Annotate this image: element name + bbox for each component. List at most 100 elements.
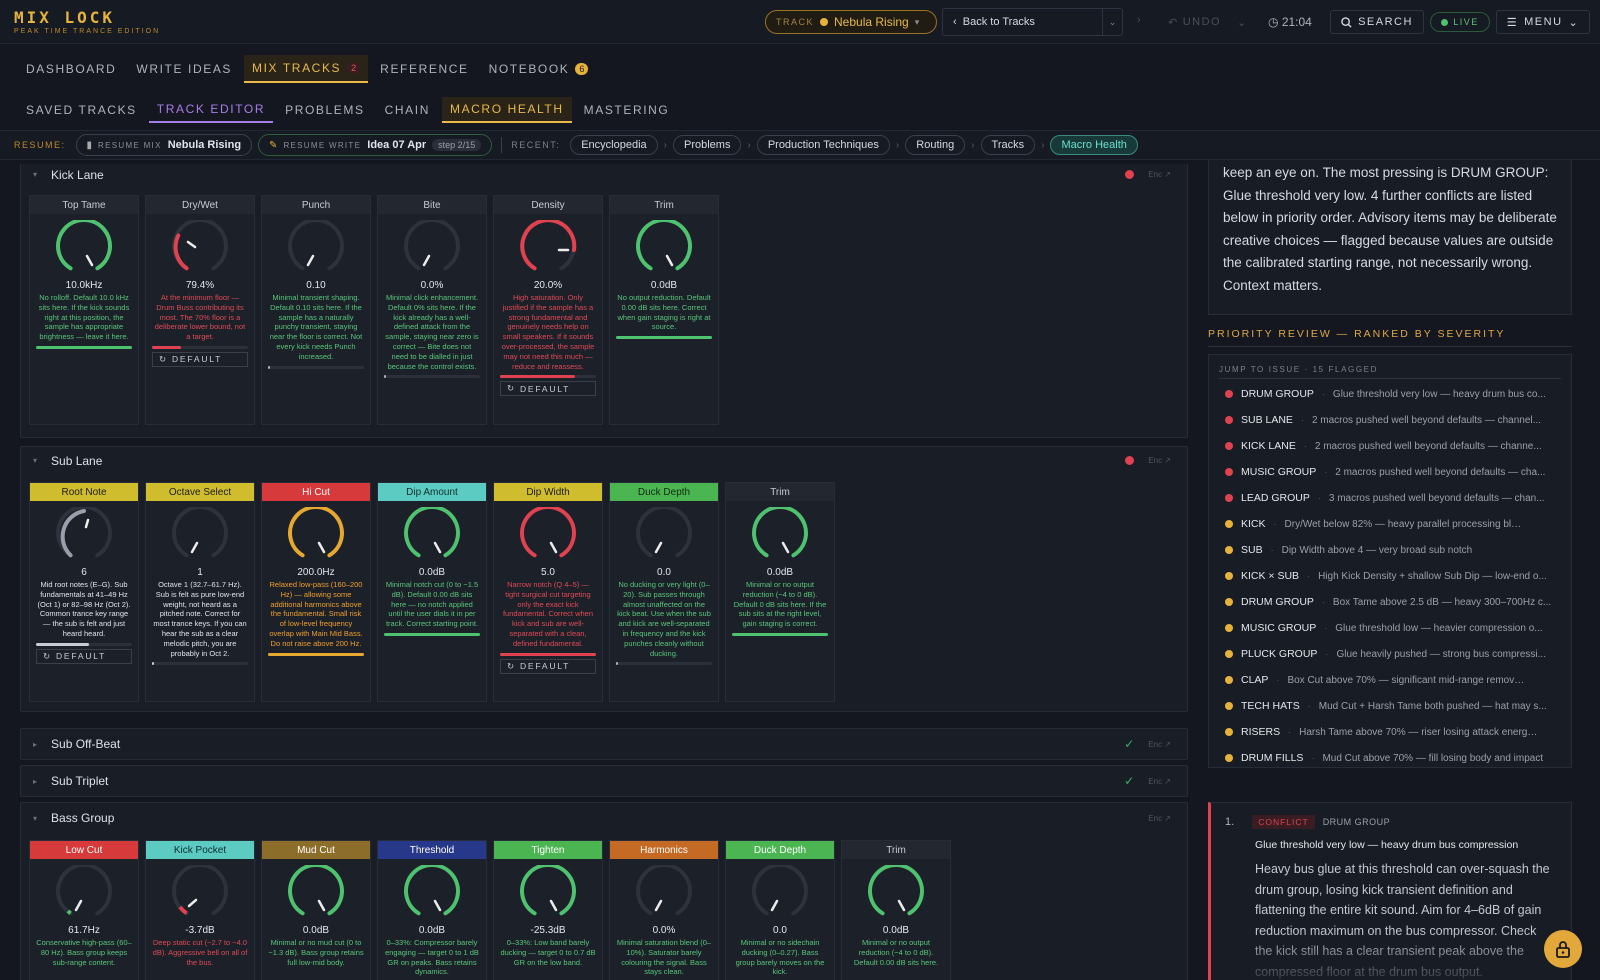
knob[interactable] — [750, 865, 810, 925]
priority-item[interactable]: TECH HATS · Mud Cut + Harsh Tame both push… — [1209, 693, 1571, 719]
tab-reference[interactable]: REFERENCE — [372, 56, 476, 82]
recent-problems[interactable]: Problems — [673, 135, 742, 155]
priority-item[interactable]: LEAD GROUP · 3 macros pushed well beyond d… — [1209, 485, 1571, 511]
tab-label: REFERENCE — [380, 62, 469, 76]
knob[interactable] — [54, 220, 114, 280]
tab-saved-tracks[interactable]: SAVED TRACKS — [26, 103, 137, 117]
menu-button[interactable]: ☰ MENU ⌄ — [1496, 10, 1590, 34]
default-button[interactable]: ↻ DEFAULT — [500, 658, 596, 674]
tab-notebook[interactable]: NOTEBOOK 6 — [481, 56, 597, 82]
priority-item[interactable]: MUSIC GROUP · 2 macros pushed well beyond … — [1209, 459, 1571, 485]
priority-item[interactable]: RISERS · Harsh Tame above 70% — riser losi… — [1209, 719, 1571, 745]
lock-button[interactable] — [1544, 930, 1582, 968]
forward-button[interactable]: › — [1137, 14, 1141, 26]
lane-header[interactable]: ▾ Bass Group Enc ↗ — [21, 803, 1187, 833]
resume-mix-button[interactable]: ▮ RESUME MIX Nebula Rising — [75, 134, 253, 156]
tab-chain[interactable]: CHAIN — [384, 103, 430, 117]
knob[interactable] — [518, 865, 578, 925]
knob[interactable] — [170, 865, 230, 925]
tab-track-editor[interactable]: TRACK EDITOR — [148, 97, 274, 123]
priority-item[interactable]: SUB LANE · 2 macros pushed well beyond def… — [1209, 407, 1571, 433]
knob[interactable] — [286, 865, 346, 925]
recent-tracks[interactable]: Tracks — [980, 135, 1036, 155]
separator: · — [1307, 571, 1311, 581]
macro-label: Punch — [262, 196, 370, 214]
knob[interactable] — [518, 507, 578, 567]
recent-production-techniques[interactable]: Production Techniques — [756, 135, 890, 155]
knob[interactable] — [286, 507, 346, 567]
priority-item[interactable]: SUB · Dip Width above 4 — very broad sub n… — [1209, 537, 1571, 563]
knob[interactable] — [750, 507, 810, 567]
track-selector[interactable]: TRACK Nebula Rising ▾ — [765, 10, 937, 34]
knob[interactable] — [54, 507, 114, 567]
recent-routing[interactable]: Routing — [905, 135, 966, 155]
summary-text: keep an eye on. The most pressing is DRU… — [1223, 165, 1557, 293]
range-bar — [384, 632, 480, 636]
knob[interactable] — [54, 865, 114, 925]
lane-header[interactable]: ▸ Sub Triplet ✓ Enc ↗ — [21, 766, 1187, 796]
recent-encyclopedia[interactable]: Encyclopedia — [570, 135, 658, 155]
undo-button[interactable]: ↶ UNDO ⌄ — [1168, 10, 1254, 34]
priority-item[interactable]: DRUM GROUP · Box Tame above 2.5 dB — heavy… — [1209, 589, 1571, 615]
severity-dot — [1225, 728, 1233, 736]
encyclopedia-link[interactable]: Enc ↗ — [1148, 170, 1171, 179]
knob[interactable] — [518, 220, 578, 280]
encyclopedia-link[interactable]: Enc ↗ — [1148, 456, 1171, 465]
encyclopedia-link[interactable]: Enc ↗ — [1148, 776, 1171, 786]
default-button[interactable]: ↻ DEFAULT — [152, 351, 248, 367]
knob[interactable] — [634, 507, 694, 567]
back-dropdown-button[interactable]: ⌄ — [1102, 9, 1122, 35]
macro-description: No output reduction. Default 0.00 dB sit… — [617, 293, 711, 332]
separator: · — [1270, 545, 1274, 555]
default-button[interactable]: ↻ DEFAULT — [500, 381, 596, 397]
tab-mastering[interactable]: MASTERING — [583, 103, 670, 117]
search-button[interactable]: SEARCH — [1330, 10, 1424, 34]
priority-item[interactable]: DRUM FILLS · Mud Cut above 70% — fill losi… — [1209, 745, 1571, 771]
macro-value: 0.0dB — [418, 925, 446, 936]
priority-item[interactable]: MUSIC GROUP · Glue threshold low — heavier… — [1209, 615, 1571, 641]
back-to-tracks-button[interactable]: ‹ Back to Tracks — [943, 16, 1102, 28]
lane-title: Bass Group — [51, 811, 115, 825]
separator: · — [1311, 753, 1315, 763]
count-badge: 6 — [575, 63, 589, 75]
priority-item[interactable]: KICK · Dry/Wet below 82% — heavy parallel … — [1209, 511, 1571, 537]
knob[interactable] — [170, 220, 230, 280]
tab-dashboard[interactable]: DASHBOARD — [18, 56, 124, 82]
macro-description: Minimal notch cut (0 to −1.5 dB). Defaul… — [385, 580, 479, 629]
default-button[interactable]: ↻ DEFAULT — [36, 648, 132, 664]
range-bar — [152, 662, 248, 666]
resume-mix-name: Nebula Rising — [167, 139, 242, 151]
tab-macro-health[interactable]: MACRO HEALTH — [441, 97, 572, 123]
lane-header[interactable]: ▾ Kick Lane Enc ↗ — [21, 164, 1187, 188]
resume-write-button[interactable]: ✎ RESUME WRITE Idea 07 Apr step 2/15 — [258, 134, 493, 156]
macro-trim: Trim 0.0dB Minimal or no output reductio… — [841, 840, 951, 980]
back-to-tracks-control: ‹ Back to Tracks ⌄ — [942, 8, 1123, 36]
resume-mix-label: RESUME MIX — [98, 140, 162, 150]
encyclopedia-link[interactable]: Enc ↗ — [1148, 739, 1171, 749]
priority-item[interactable]: KICK × SUB · High Kick Density + shallow S… — [1209, 563, 1571, 589]
tab-problems[interactable]: PROBLEMS — [285, 103, 365, 117]
logo-text: MIX LOCK — [14, 8, 116, 27]
macro-description: Minimal transient shaping. Default 0.10 … — [269, 293, 363, 361]
priority-item[interactable]: CLAP · Box Cut above 70% — significant mid… — [1209, 667, 1571, 693]
resume-write-label: RESUME WRITE — [283, 140, 362, 150]
knob[interactable] — [866, 865, 926, 925]
encyclopedia-link[interactable]: Enc ↗ — [1148, 813, 1171, 823]
tab-mix-tracks[interactable]: MIX TRACKS 2 — [244, 55, 369, 83]
recent-macro-health[interactable]: Macro Health — [1050, 135, 1138, 155]
app-logo[interactable]: MIX LOCK PEAK TIME TRANCE EDITION — [14, 8, 160, 35]
knob[interactable] — [402, 865, 462, 925]
knob[interactable] — [170, 507, 230, 567]
knob[interactable] — [634, 865, 694, 925]
lane-header[interactable]: ▾ Sub Lane Enc ↗ — [21, 447, 1187, 474]
priority-item[interactable]: PLUCK GROUP · Glue heavily pushed — strong… — [1209, 641, 1571, 667]
tab-write-ideas[interactable]: WRITE IDEAS — [128, 56, 240, 82]
knob[interactable] — [634, 220, 694, 280]
knob[interactable] — [402, 220, 462, 280]
priority-item[interactable]: KICK LANE · 2 macros pushed well beyond de… — [1209, 433, 1571, 459]
knob[interactable] — [286, 220, 346, 280]
lane-header[interactable]: ▸ Sub Off-Beat ✓ Enc ↗ — [21, 729, 1187, 759]
knob[interactable] — [402, 507, 462, 567]
priority-item[interactable]: DRUM GROUP · Glue threshold very low — hea… — [1209, 381, 1571, 407]
macro-value: 0.0% — [652, 925, 676, 936]
